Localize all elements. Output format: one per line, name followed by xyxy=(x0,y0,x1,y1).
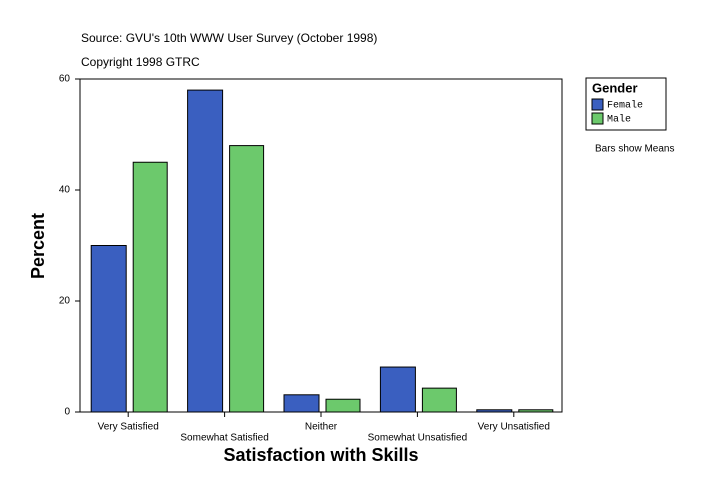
x-tick-label: Very Satisfied xyxy=(98,422,159,433)
note: Bars show Means xyxy=(595,144,674,155)
legend-label: Female xyxy=(607,100,643,112)
bar xyxy=(187,89,224,413)
legend-title: Gender xyxy=(592,80,638,95)
y-tick-label: 20 xyxy=(59,296,71,307)
bar xyxy=(132,161,168,413)
bar xyxy=(421,387,457,413)
bar xyxy=(283,394,320,413)
bar xyxy=(518,409,554,413)
bar xyxy=(379,366,416,413)
y-tick-label: 60 xyxy=(59,74,71,85)
legend-swatch xyxy=(591,112,604,125)
bar xyxy=(325,398,361,413)
y-tick-label: 40 xyxy=(59,185,71,196)
x-tick-label: Somewhat Satisfied xyxy=(180,433,268,444)
legend-swatch xyxy=(591,98,604,111)
bar xyxy=(90,245,127,413)
x-tick-label: Neither xyxy=(305,422,338,433)
y-tick-label: 0 xyxy=(64,407,70,418)
legend-label: Male xyxy=(607,114,631,126)
chart-subtitle: Copyright 1998 GTRC xyxy=(81,55,200,69)
x-tick-label: Very Unsatisfied xyxy=(478,422,550,433)
bar xyxy=(476,409,513,413)
y-axis-label: Percent xyxy=(28,213,48,279)
x-axis-label: Satisfaction with Skills xyxy=(223,445,418,465)
chart-title: Source: GVU's 10th WWW User Survey (Octo… xyxy=(81,31,377,45)
bar xyxy=(229,145,265,413)
x-tick-label: Somewhat Unsatisfied xyxy=(368,433,468,444)
